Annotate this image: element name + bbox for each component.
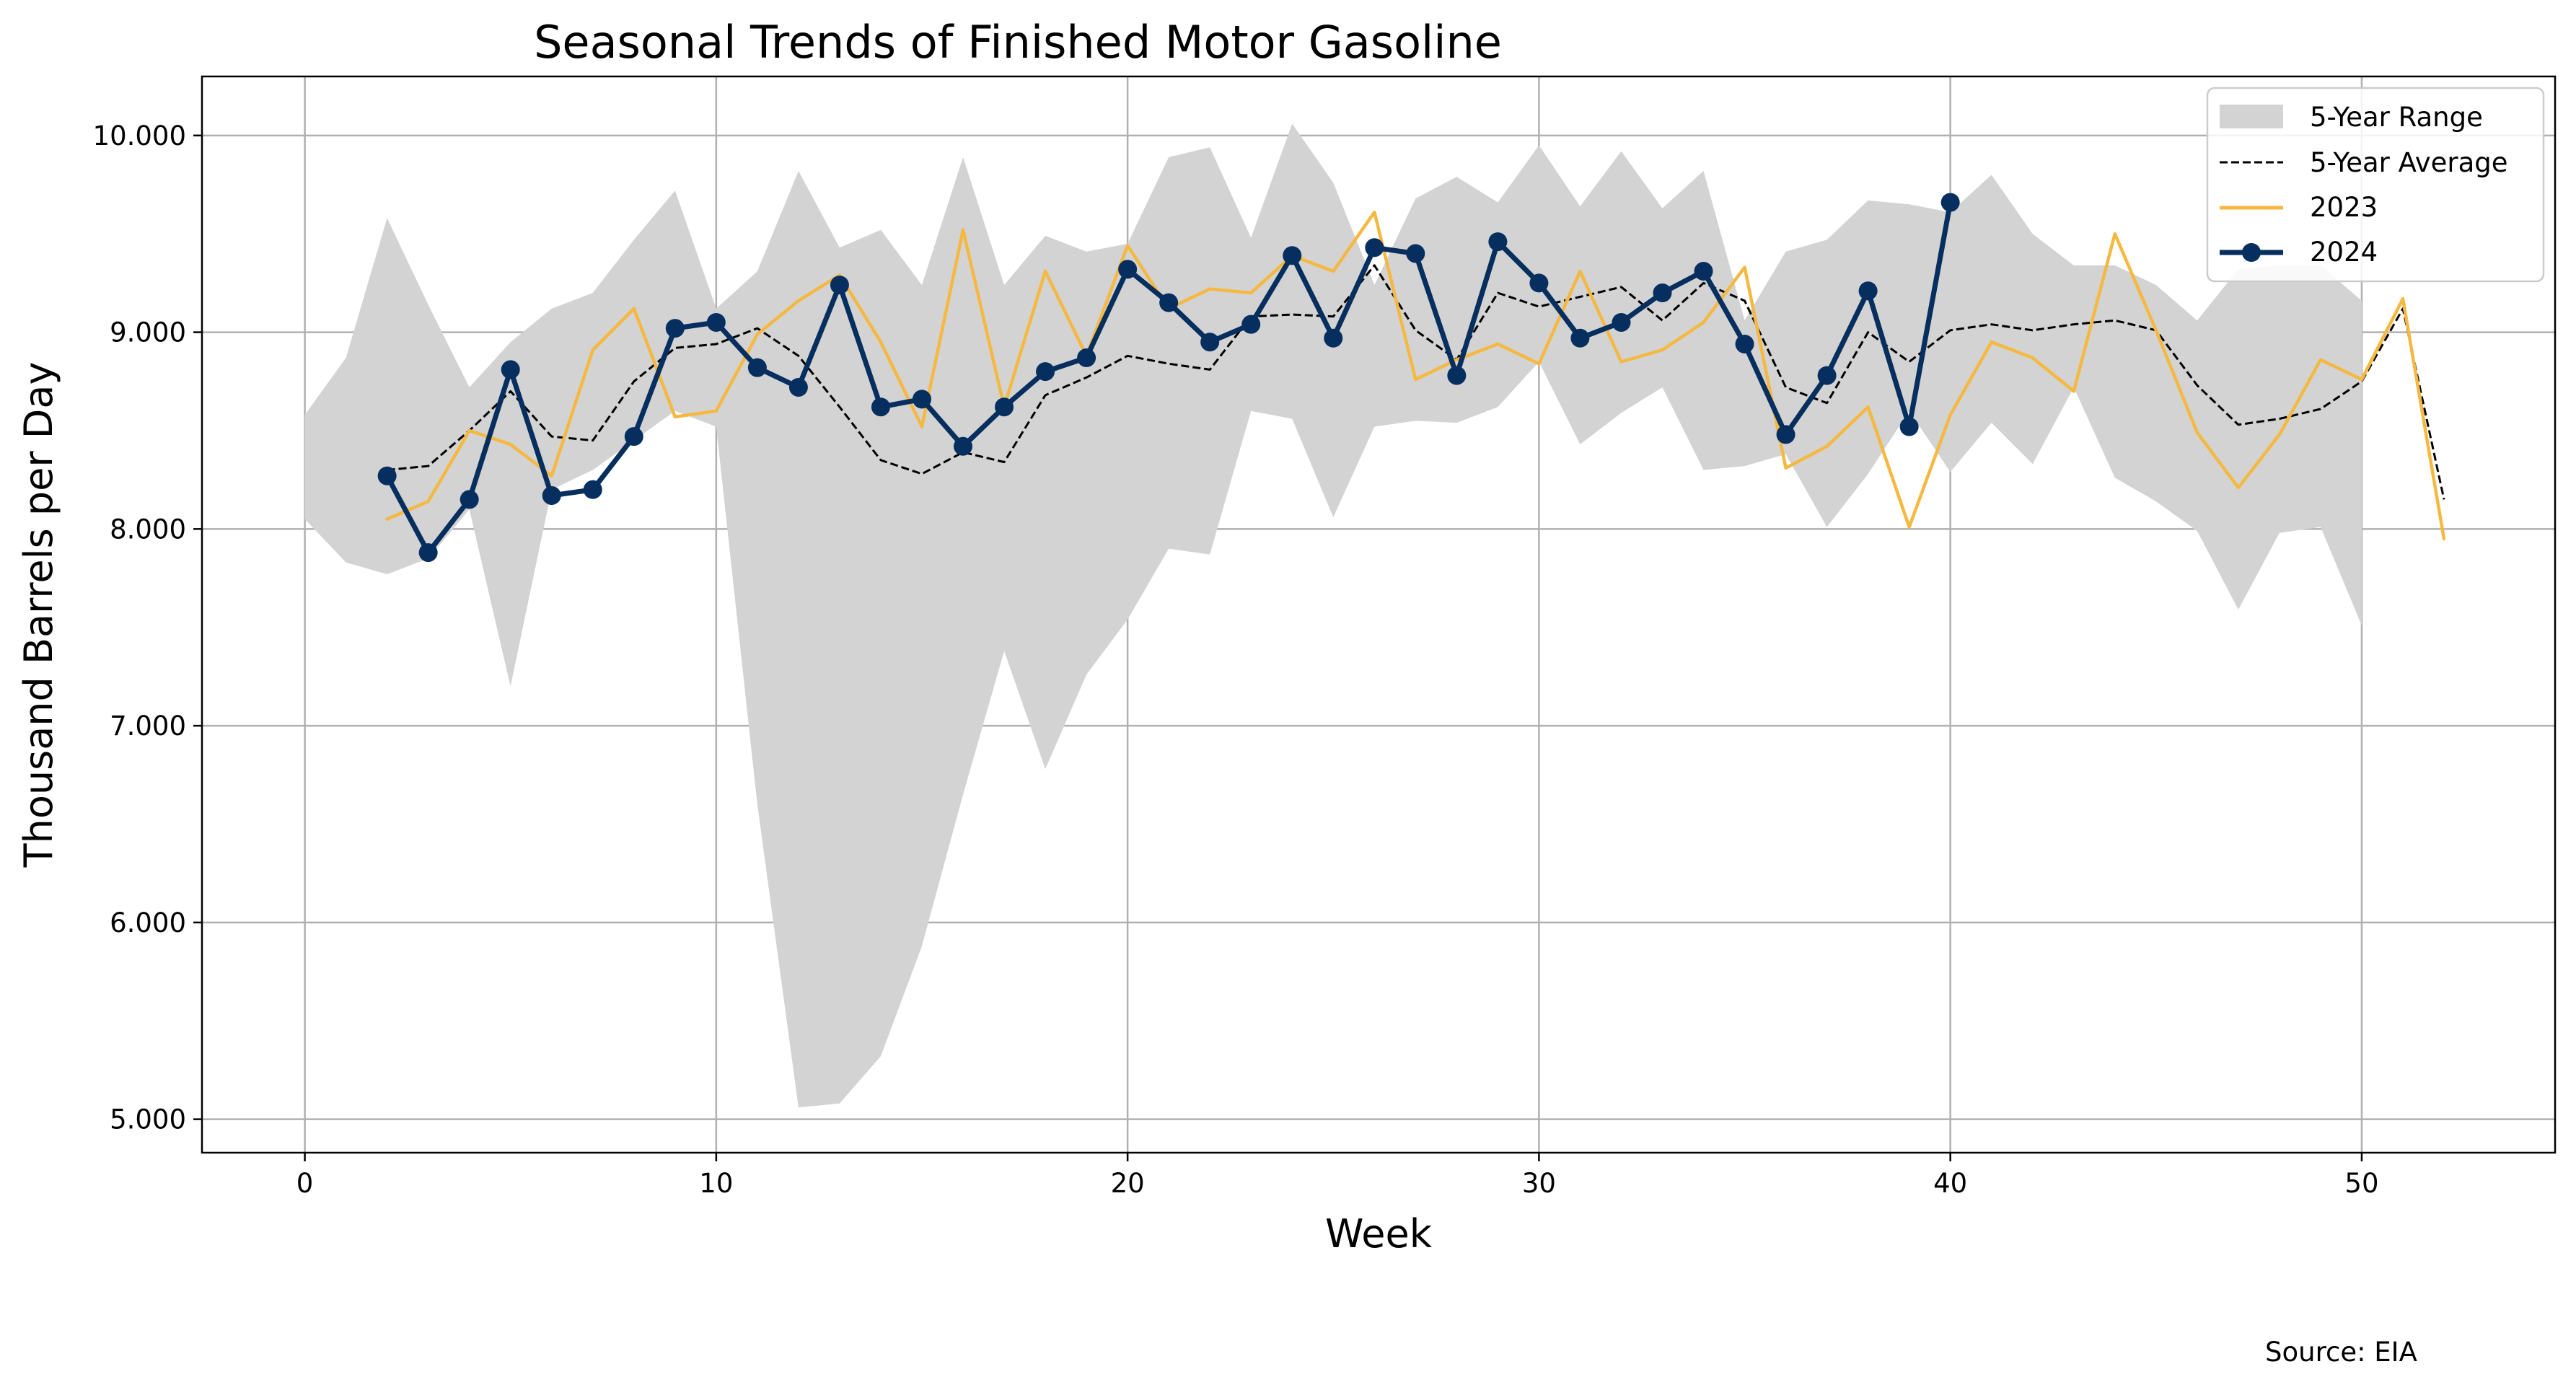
series-point-2024 <box>1653 283 1672 303</box>
series-point-2024 <box>1612 312 1631 332</box>
legend-label-5-year-average: 5-Year Average <box>2310 147 2508 178</box>
x-tick-label: 50 <box>2344 1168 2378 1199</box>
series-point-2024 <box>1324 328 1343 348</box>
series-point-2024 <box>1694 262 1713 281</box>
series-point-2024 <box>460 490 479 509</box>
series-point-2024 <box>1159 293 1179 312</box>
axis-ticks: 0 10 20 30 40 50 5.000 6.000 7.000 8.000 9.000 10.0… <box>93 120 2379 1199</box>
series-line-5-year-average <box>387 264 2445 500</box>
y-tick-label: 10.000 <box>93 120 186 151</box>
series-point-2024 <box>871 397 890 417</box>
x-axis-label: Week <box>1325 1211 1433 1257</box>
y-tick-label: 8.000 <box>110 514 186 545</box>
legend-swatch-5-year-range <box>2220 105 2283 128</box>
series-line-2023 <box>385 210 2446 541</box>
series-point-2024 <box>1447 366 1467 385</box>
x-tick-label: 0 <box>296 1168 314 1199</box>
series-point-2024 <box>912 390 931 409</box>
series-band-5-year-range <box>304 123 2362 1108</box>
series-point-2024 <box>995 397 1014 417</box>
series-point-2024 <box>1529 273 1549 293</box>
source-note: Source: EIA <box>2265 1337 2417 1368</box>
series-point-2024 <box>1858 281 1878 301</box>
y-tick-label: 7.000 <box>110 711 186 742</box>
series-point-2024 <box>1406 244 1425 263</box>
legend-label-2024: 2024 <box>2310 237 2378 268</box>
legend-frame <box>2206 87 2545 283</box>
series-point-2024 <box>501 360 520 379</box>
x-tick-label: 30 <box>1522 1168 1556 1199</box>
legend-label-5-year-range: 5-Year Range <box>2310 102 2483 133</box>
series-point-2024 <box>706 312 726 332</box>
series-point-2024 <box>418 543 438 563</box>
series-point-2024 <box>1817 366 1837 385</box>
series-point-2024 <box>1283 246 1302 265</box>
series-point-2024 <box>1365 238 1384 258</box>
series-point-2024 <box>830 276 849 295</box>
x-tick-label: 40 <box>1933 1168 1967 1199</box>
y-tick-label: 5.000 <box>110 1104 186 1135</box>
series-point-2024 <box>1118 260 1138 279</box>
series-point-2024 <box>1899 417 1919 436</box>
legend: 5-Year Range 5-Year Average 2023 2024 <box>2206 87 2545 283</box>
plot-area <box>202 76 2555 1153</box>
series-point-2024 <box>624 427 643 447</box>
series-point-2024 <box>788 377 808 397</box>
series-point-2024 <box>1940 193 1960 212</box>
x-tick-label: 20 <box>1111 1168 1145 1199</box>
series-point-2024 <box>1077 348 1096 368</box>
chart-title: Seasonal Trends of Finished Motor Gasoli… <box>534 16 1502 69</box>
series-point-2024 <box>1488 232 1508 252</box>
series-point-2024 <box>1200 333 1220 352</box>
series-point-2024 <box>1036 362 1055 382</box>
y-tick-label: 9.000 <box>110 317 186 348</box>
y-tick-label: 6.000 <box>110 907 186 938</box>
series-point-2024 <box>1570 328 1590 348</box>
series-point-2024 <box>583 480 602 499</box>
series-point-2024 <box>954 436 973 456</box>
series-point-2024 <box>542 485 561 505</box>
series-point-2024 <box>665 319 685 338</box>
series-point-2024 <box>377 466 397 485</box>
plot-frame <box>201 75 2557 1154</box>
y-axis-label: Thousand Barrels per Day <box>16 362 61 868</box>
legend-label-2023: 2023 <box>2310 192 2378 223</box>
series-point-2024 <box>1776 425 1795 444</box>
series-point-2024 <box>1241 314 1261 334</box>
series-point-2024 <box>747 358 767 377</box>
legend-marker-2024 <box>2242 243 2261 262</box>
series-layer <box>304 123 2446 1108</box>
x-tick-label: 10 <box>699 1168 733 1199</box>
series-point-2024 <box>1735 334 1754 353</box>
